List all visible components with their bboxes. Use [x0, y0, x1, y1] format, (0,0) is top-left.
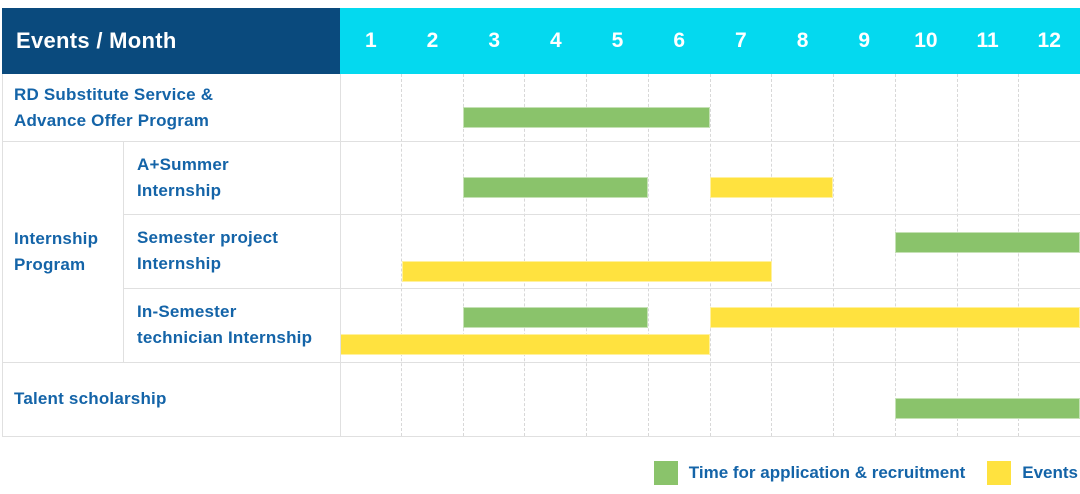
row-label-semester-project: Semester project Internship — [137, 228, 279, 273]
month-header-cell: 10 — [914, 29, 938, 52]
month-header-cell: 7 — [735, 29, 747, 52]
row-label-a-plus-summer: A+Summer Internship — [137, 154, 229, 200]
month-header-row: 1 2 3 4 5 6 7 8 9 10 11 12 — [340, 8, 1080, 74]
month-column — [956, 74, 1019, 436]
row-divider — [2, 141, 1080, 142]
legend-item-application: Time for application & recruitment — [653, 461, 966, 485]
month-column — [524, 74, 586, 436]
gantt-bar-application — [895, 232, 1080, 253]
legend-label-application: Time for application & recruitment — [688, 463, 966, 482]
legend-item-events: Events — [987, 461, 1078, 485]
month-header-cell: 4 — [550, 29, 562, 52]
month-column — [586, 74, 648, 436]
month-header-cell: 12 — [1037, 29, 1061, 52]
month-header-cell: 11 — [976, 29, 999, 52]
month-column — [462, 74, 525, 436]
divider — [123, 141, 124, 362]
row-label-talent-scholarship: Talent scholarship — [14, 389, 167, 408]
month-columns — [340, 74, 1080, 436]
month-column — [647, 74, 710, 436]
row-divider — [123, 214, 1080, 215]
gantt-bar-event — [710, 177, 834, 198]
month-column — [340, 74, 401, 436]
divider — [340, 74, 341, 436]
row-divider — [2, 362, 1080, 363]
row-label-rd-substitute: RD Substitute Service & Advance Offer Pr… — [14, 84, 214, 130]
month-column — [709, 74, 772, 436]
month-header-cell: 6 — [673, 29, 686, 52]
application-color-swatch — [653, 461, 678, 485]
divider — [2, 74, 3, 436]
gantt-bar-application — [463, 307, 649, 328]
events-color-swatch — [987, 461, 1012, 485]
gantt-bar-application — [463, 107, 710, 128]
month-header-cell: 9 — [858, 29, 871, 52]
group-label-internship-program: Internship Program — [14, 228, 99, 274]
row-label-in-semester-technician: In-Semester technician Internship — [137, 302, 313, 347]
legend-label-events: Events — [1022, 463, 1078, 482]
month-column — [894, 74, 957, 436]
gantt-bar-event — [340, 334, 710, 355]
month-column — [1018, 74, 1080, 436]
row-divider — [123, 288, 1080, 289]
header-title-cell: Events / Month — [2, 8, 340, 74]
month-column — [771, 74, 833, 436]
row-divider — [2, 436, 1080, 437]
month-header-cell: 8 — [796, 29, 809, 52]
month-header-cell: 3 — [488, 29, 501, 52]
gantt-bar-application — [463, 177, 649, 198]
timeline-grid — [340, 74, 1080, 436]
month-header-cell: 2 — [426, 29, 439, 52]
month-header-cell: 5 — [611, 29, 624, 52]
month-header-cell: 1 — [364, 29, 377, 52]
month-column — [833, 74, 895, 436]
gantt-bar-event — [401, 261, 772, 282]
gantt-bar-application — [895, 398, 1080, 419]
month-column — [400, 74, 463, 436]
legend: Time for application & recruitment Event… — [0, 460, 1078, 486]
gantt-bar-event — [710, 307, 1080, 328]
